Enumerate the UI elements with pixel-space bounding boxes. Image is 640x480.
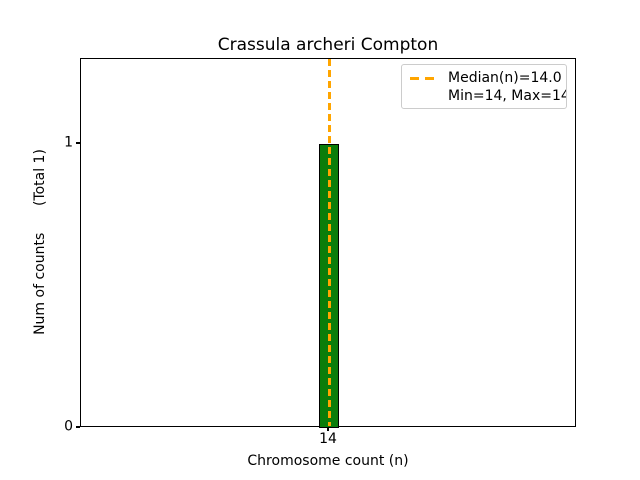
legend-dashed-line-sample	[410, 76, 440, 80]
legend-entry-median: Median(n)=14.0	[410, 69, 562, 87]
y-axis-label: Num of counts (Total 1)	[32, 149, 48, 335]
legend-label-median: Median(n)=14.0	[448, 70, 562, 86]
x-axis-label: Chromosome count (n)	[247, 453, 409, 469]
y-tick-label: 1	[64, 134, 73, 151]
y-tick-mark	[76, 426, 80, 428]
legend: Median(n)=14.0 Min=14, Max=14	[401, 64, 567, 109]
y-tick-label: 0	[64, 418, 73, 435]
dash-icon	[410, 76, 419, 80]
plot-area: Median(n)=14.0 Min=14, Max=14	[80, 58, 576, 428]
x-tick-label: 14	[319, 431, 337, 447]
x-tick-mark	[327, 427, 329, 431]
legend-label-minmax: Min=14, Max=14	[448, 88, 567, 104]
legend-entry-minmax: Min=14, Max=14	[410, 87, 566, 105]
median-line	[327, 59, 331, 426]
y-tick-mark	[76, 142, 80, 145]
dash-icon	[425, 76, 434, 80]
chart-title: Crassula archeri Compton	[217, 35, 439, 55]
